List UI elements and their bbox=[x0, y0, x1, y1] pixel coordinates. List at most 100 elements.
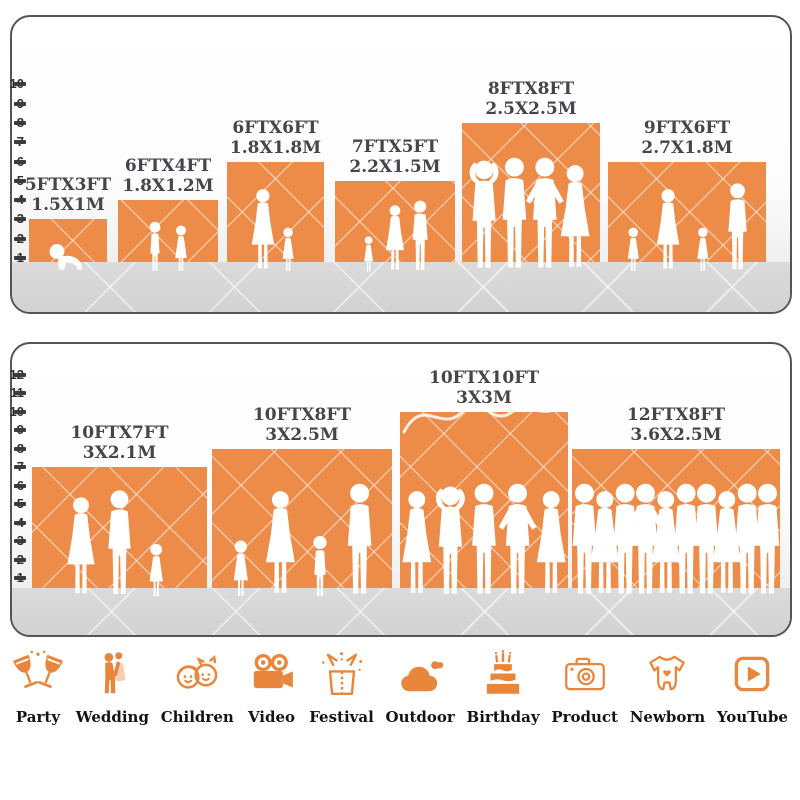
category-label: Newborn bbox=[629, 708, 706, 726]
backdrop-size-m: 1.8X1.8M bbox=[229, 138, 322, 158]
backdrop-size-m: 2.2X1.5M bbox=[349, 157, 441, 177]
backdrop-size-ft: 6FTX6FT bbox=[232, 118, 319, 138]
category-item-festival: Festival bbox=[309, 648, 374, 726]
category-item-newborn: Newborn bbox=[630, 648, 705, 726]
backdrop-size-m: 3X2.1M bbox=[82, 443, 157, 463]
backdrop-figures bbox=[469, 157, 590, 268]
category-label: Birthday bbox=[466, 708, 540, 726]
video-icon bbox=[247, 648, 297, 700]
category-item-party: Party bbox=[12, 648, 64, 726]
backdrop-size-m: 1.8X1.2M bbox=[122, 176, 214, 196]
backdrop-size-m: 2.5X2.5M bbox=[485, 99, 577, 119]
ruler-tick bbox=[14, 539, 26, 543]
ruler-tick bbox=[14, 483, 26, 488]
category-label: Product bbox=[551, 708, 618, 726]
ruler-tick bbox=[14, 217, 26, 222]
backdrop-size-ft: 7FTX5FT bbox=[351, 137, 439, 157]
backdrop-size-ft: 5FTX3FT bbox=[24, 175, 112, 195]
category-label: Party bbox=[15, 708, 61, 726]
category-item-children: Children bbox=[161, 648, 234, 726]
category-item-youtube: YouTube bbox=[717, 648, 788, 726]
backdrop-size-m: 1.5X1M bbox=[31, 195, 105, 215]
backdrop-6ftx4ft bbox=[118, 200, 218, 262]
backdrop-size-m: 3X2.5M bbox=[265, 425, 339, 445]
ruler-tick bbox=[14, 409, 26, 414]
category-item-wedding: Wedding bbox=[76, 648, 149, 726]
backdrop-size-ft: 10FTX7FT bbox=[70, 423, 169, 443]
ruler-tick bbox=[14, 159, 26, 164]
newborn-icon bbox=[642, 648, 692, 700]
backdrop-size-m: 3X3M bbox=[456, 388, 512, 408]
ruler-tick bbox=[14, 391, 26, 395]
backdrop-figures bbox=[572, 483, 780, 594]
category-label: Video bbox=[247, 708, 296, 726]
floor bbox=[12, 262, 790, 312]
backdrop-size-label: 5FTX3FT 1.5X1M bbox=[25, 175, 111, 215]
backdrop-figures bbox=[233, 483, 372, 597]
ruler-tick bbox=[14, 428, 26, 432]
ruler-tick bbox=[14, 178, 26, 183]
backdrop-size-ft: 12FTX8FT bbox=[626, 405, 726, 425]
backdrop-figures bbox=[364, 200, 428, 272]
youtube-icon bbox=[727, 648, 777, 700]
ruler-tick bbox=[14, 557, 26, 562]
ruler-tick bbox=[14, 140, 26, 145]
ruler-tick bbox=[14, 198, 26, 203]
backdrop-figures bbox=[67, 490, 163, 597]
backdrop-6ftx6ft bbox=[227, 162, 324, 262]
category-label: Festival bbox=[309, 708, 374, 726]
ruler-tick bbox=[14, 256, 26, 260]
wedding-icon bbox=[87, 648, 137, 700]
backdrop-size-label: 6FTX6FT 1.8X1.8M bbox=[230, 118, 321, 158]
ruler-tick bbox=[14, 465, 26, 469]
ruler-tick bbox=[14, 502, 26, 506]
backdrop-size-label: 12FTX8FT 3.6X2.5M bbox=[627, 405, 725, 445]
category-item-video: Video bbox=[246, 648, 298, 726]
ruler-tick bbox=[14, 120, 26, 125]
category-label: YouTube bbox=[716, 708, 788, 726]
category-label: Wedding bbox=[75, 708, 149, 726]
ruler-tick bbox=[14, 520, 26, 525]
product-icon bbox=[560, 648, 610, 700]
script-watermark-icon bbox=[402, 402, 564, 434]
backdrop-size-m: 2.7X1.8M bbox=[641, 138, 733, 158]
festival-icon bbox=[317, 648, 367, 700]
backdrop-size-label: 10FTX8FT 3X2.5M bbox=[253, 405, 351, 445]
category-label: Outdoor bbox=[385, 708, 455, 726]
ruler-tick bbox=[14, 236, 26, 241]
outdoor-icon bbox=[395, 648, 445, 700]
party-icon bbox=[13, 648, 63, 700]
category-label: Children bbox=[160, 708, 234, 726]
backdrop-figures bbox=[49, 244, 82, 270]
ruler-tick bbox=[14, 101, 26, 106]
ruler-tick bbox=[14, 576, 26, 580]
backdrop-size-ft: 10FTX8FT bbox=[252, 405, 352, 425]
backdrop-size-m: 3.6X2.5M bbox=[630, 425, 722, 445]
birthday-icon bbox=[478, 648, 528, 700]
ruler-tick bbox=[14, 372, 26, 377]
backdrop-size-ft: 9FTX6FT bbox=[643, 118, 731, 138]
backdrop-figures bbox=[402, 483, 566, 594]
floor bbox=[12, 588, 790, 635]
backdrop-size-label: 9FTX6FT 2.7X1.8M bbox=[641, 118, 732, 158]
children-icon bbox=[172, 648, 222, 700]
backdrop-figures bbox=[251, 189, 294, 271]
ruler-tick bbox=[14, 82, 26, 87]
category-row: Party Wedding Children Video Festival Outdoor… bbox=[12, 648, 788, 726]
backdrop-figures bbox=[627, 183, 747, 271]
backdrop-size-label: 8FTX8FT 2.5X2.5M bbox=[485, 79, 576, 119]
backdrop-size-ft: 8FTX8FT bbox=[487, 79, 575, 99]
category-item-product: Product bbox=[551, 648, 618, 726]
category-item-birthday: Birthday bbox=[467, 648, 540, 726]
backdrop-size-label: 7FTX5FT 2.2X1.5M bbox=[349, 137, 440, 177]
category-item-outdoor: Outdoor bbox=[386, 648, 455, 726]
backdrop-size-label: 10FTX10FT 3X3M bbox=[429, 368, 539, 408]
backdrop-size-label: 6FTX4FT 1.8X1.2M bbox=[122, 156, 213, 196]
backdrop-size-label: 10FTX7FT 3X2.1M bbox=[70, 423, 168, 463]
backdrop-5ftx3ft bbox=[29, 219, 107, 262]
backdrop-size-ft: 10FTX10FT bbox=[429, 368, 539, 388]
ruler-tick bbox=[14, 446, 26, 451]
backdrop-size-ft: 6FTX4FT bbox=[124, 156, 212, 176]
backdrop-figures bbox=[149, 221, 187, 271]
